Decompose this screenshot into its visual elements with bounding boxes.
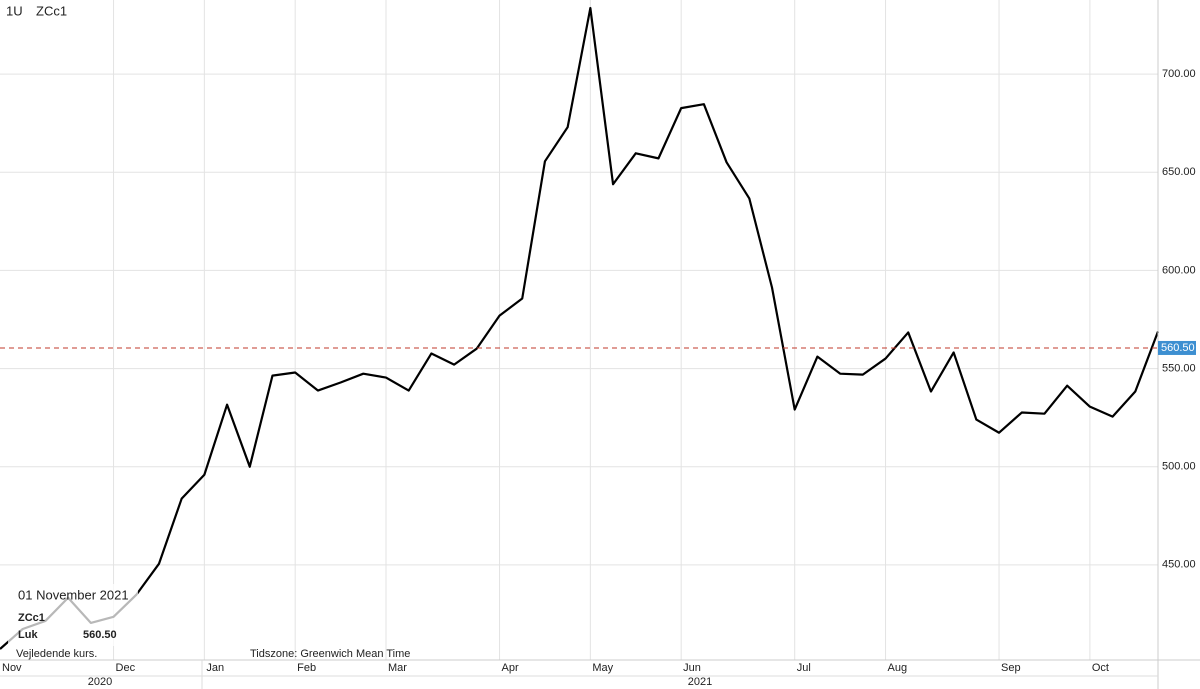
y-tick-label: 600.00 [1162, 264, 1196, 276]
y-tick-label: 450.00 [1162, 559, 1196, 571]
x-tick-label: Aug [888, 662, 908, 674]
x-tick-label: Mar [388, 662, 407, 674]
y-tick-label: 500.00 [1162, 461, 1196, 473]
x-tick-label: Feb [297, 662, 316, 674]
x-tick-label: Jul [797, 662, 811, 674]
year-label: 2020 [88, 676, 112, 688]
x-tick-label: Nov [2, 662, 22, 674]
x-tick-label: Dec [116, 662, 136, 674]
year-label: 2021 [688, 676, 712, 688]
price-tag [1158, 340, 1196, 355]
interval: 1U [6, 3, 23, 18]
x-tick-label: Jan [206, 662, 224, 674]
tooltip-box [8, 584, 138, 646]
x-tick-label: Apr [502, 662, 519, 674]
y-tick-label: 700.00 [1162, 68, 1196, 80]
tooltip-value: 560.50 [83, 629, 117, 641]
y-tick-label: 650.00 [1162, 166, 1196, 178]
y-tick-label: 550.00 [1162, 362, 1196, 374]
tooltip-date: 01 November 2021 [18, 587, 129, 602]
tooltip-symbol: ZCc1 [18, 612, 45, 624]
price-tag-label: 560.50 [1161, 342, 1195, 354]
note: Tidszone: Greenwich Mean Time [250, 648, 410, 660]
x-tick-label: May [592, 662, 613, 674]
note: Vejledende kurs. [16, 648, 97, 660]
x-tick-label: Oct [1092, 662, 1109, 674]
x-tick-label: Sep [1001, 662, 1021, 674]
price-line [0, 6, 1160, 650]
x-tick-label: Jun [683, 662, 701, 674]
tooltip-field: Luk [18, 629, 38, 641]
symbol: ZCc1 [36, 3, 67, 18]
